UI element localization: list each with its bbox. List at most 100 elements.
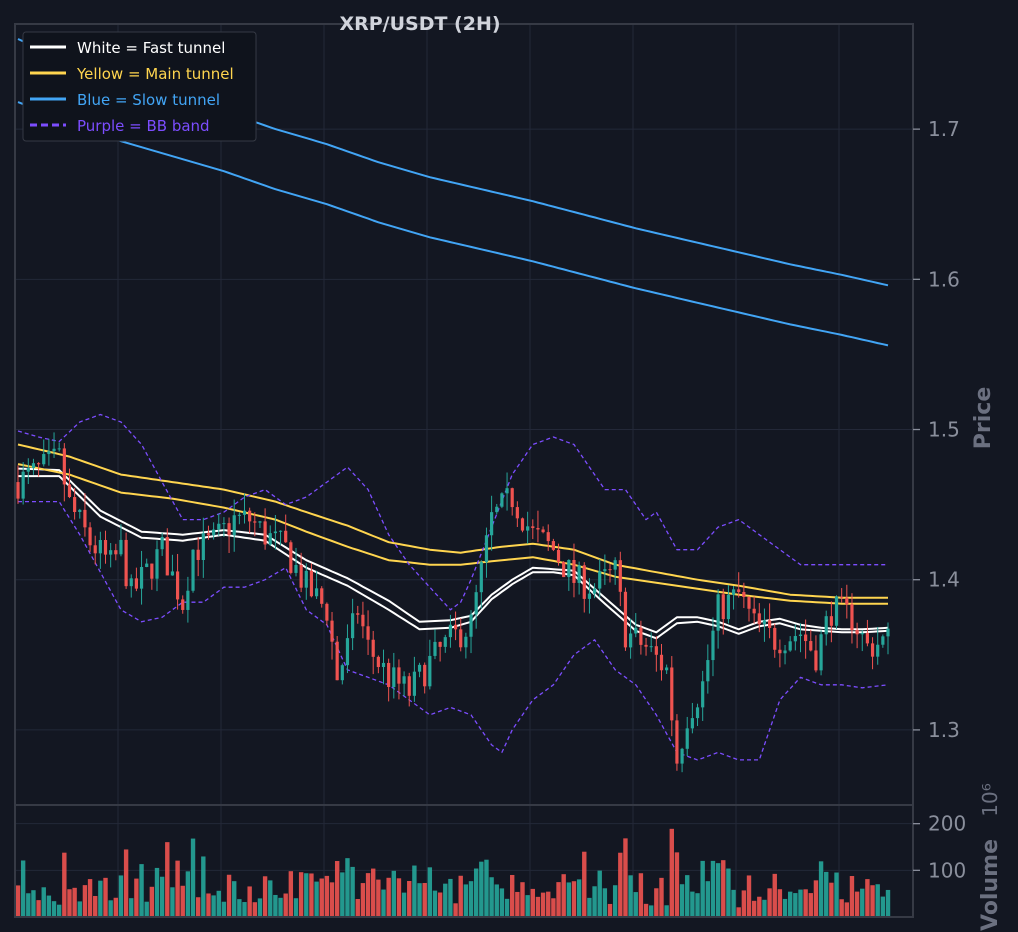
volume-bar: [154, 867, 160, 917]
volume-bar: [535, 896, 541, 917]
candle-body: [407, 676, 411, 696]
volume-bar: [437, 892, 443, 917]
volume-bar: [201, 856, 206, 917]
candle-body: [402, 676, 406, 684]
axis-ticks: 1.3 1.4 1.5 1.6 1.7 100 200: [913, 117, 966, 882]
candle-body: [150, 563, 154, 579]
volume-bar: [561, 874, 566, 917]
bb_band-upper-line: [17, 413, 888, 611]
volume-bar: [360, 883, 366, 917]
volume-bar: [757, 896, 762, 917]
candle-body: [711, 630, 715, 661]
volume-bar: [381, 889, 386, 917]
volume-bar: [540, 892, 546, 917]
volume-bar: [525, 895, 530, 917]
volume-bar: [824, 871, 829, 917]
volume-bar: [195, 897, 201, 917]
candle-body: [865, 632, 870, 644]
volume-bar: [762, 899, 767, 917]
candle-body: [206, 533, 211, 536]
volume-bar: [885, 889, 891, 917]
volume-panel-frame: [14, 804, 914, 918]
volume-bar: [448, 878, 453, 917]
candle-body: [278, 530, 283, 532]
volume-bar: [659, 877, 664, 917]
volume-bar: [849, 876, 855, 917]
candle-body: [273, 531, 277, 534]
candle-body: [526, 526, 530, 531]
candle-body: [459, 629, 463, 648]
price-axis-label: Price: [971, 387, 996, 449]
legend-box: [22, 31, 257, 142]
candle-body: [16, 482, 20, 499]
volume-bar: [216, 890, 221, 917]
volume-bar: [165, 842, 170, 917]
volume-bar: [67, 889, 72, 917]
candle-body: [170, 571, 175, 576]
candle-body: [747, 596, 751, 609]
candle-body: [242, 510, 247, 515]
volume-bar: [571, 881, 577, 917]
candle-body: [556, 549, 561, 562]
candle-body: [793, 636, 797, 642]
candle-body: [124, 539, 128, 587]
volume-bar: [623, 838, 628, 917]
candle-body: [304, 570, 308, 588]
volume-bar: [530, 888, 535, 917]
candle-body: [840, 596, 844, 598]
volume-bar: [787, 891, 793, 917]
candle-body: [417, 664, 422, 672]
candle-body: [212, 529, 216, 536]
volume-bar: [597, 870, 602, 917]
candle-body: [804, 634, 808, 642]
volume-bar: [520, 882, 525, 917]
candle-body: [721, 594, 725, 620]
slow_tunnel-lower-line: [17, 101, 889, 347]
candle-body: [515, 507, 519, 519]
volume-bar: [700, 860, 705, 917]
volume-bar: [329, 882, 335, 917]
volume-bar: [432, 890, 438, 917]
candle-body: [160, 537, 164, 550]
volume-bar: [453, 903, 458, 917]
candle-body: [788, 641, 792, 651]
candle-body: [314, 588, 319, 597]
main_tunnel-upper-line: [17, 443, 888, 599]
candle-body: [706, 660, 710, 682]
candle-body: [695, 707, 700, 719]
volume-axis-label: Volume: [978, 839, 1003, 931]
volume-bar: [407, 881, 412, 917]
candle-body: [649, 646, 653, 648]
volume-bar: [844, 902, 850, 917]
volume-bar: [551, 898, 556, 917]
volume-bar: [839, 899, 844, 917]
candle-body: [376, 656, 380, 668]
volume-scale-label: 10⁶: [978, 783, 1002, 816]
volume-bar: [376, 879, 381, 917]
volume-bar: [334, 861, 340, 917]
volume-bar: [494, 884, 499, 917]
price-tick-label: 1.5: [928, 418, 960, 442]
volume-bar: [638, 873, 644, 917]
volume-bar: [628, 875, 633, 917]
candle-body: [752, 608, 756, 614]
legend-label-main: Yellow = Main tunnel: [76, 65, 234, 83]
candle-body: [572, 559, 576, 583]
volume-bar: [643, 903, 649, 917]
candle-body: [345, 638, 350, 666]
candle-body: [644, 644, 648, 647]
volume-bar: [515, 891, 520, 917]
volume-bar: [731, 889, 736, 917]
candle-body: [798, 634, 803, 637]
volume-bar: [443, 883, 448, 917]
candle-body: [448, 624, 453, 638]
volume-bar: [108, 900, 113, 917]
volume-bar: [721, 860, 726, 917]
candle-body: [165, 537, 169, 576]
volume-bar: [685, 875, 690, 917]
volume-bar: [401, 892, 407, 917]
candle-body: [47, 451, 51, 455]
volume-bar: [386, 877, 391, 917]
candle-body: [320, 588, 324, 604]
volume-bar: [87, 879, 93, 917]
